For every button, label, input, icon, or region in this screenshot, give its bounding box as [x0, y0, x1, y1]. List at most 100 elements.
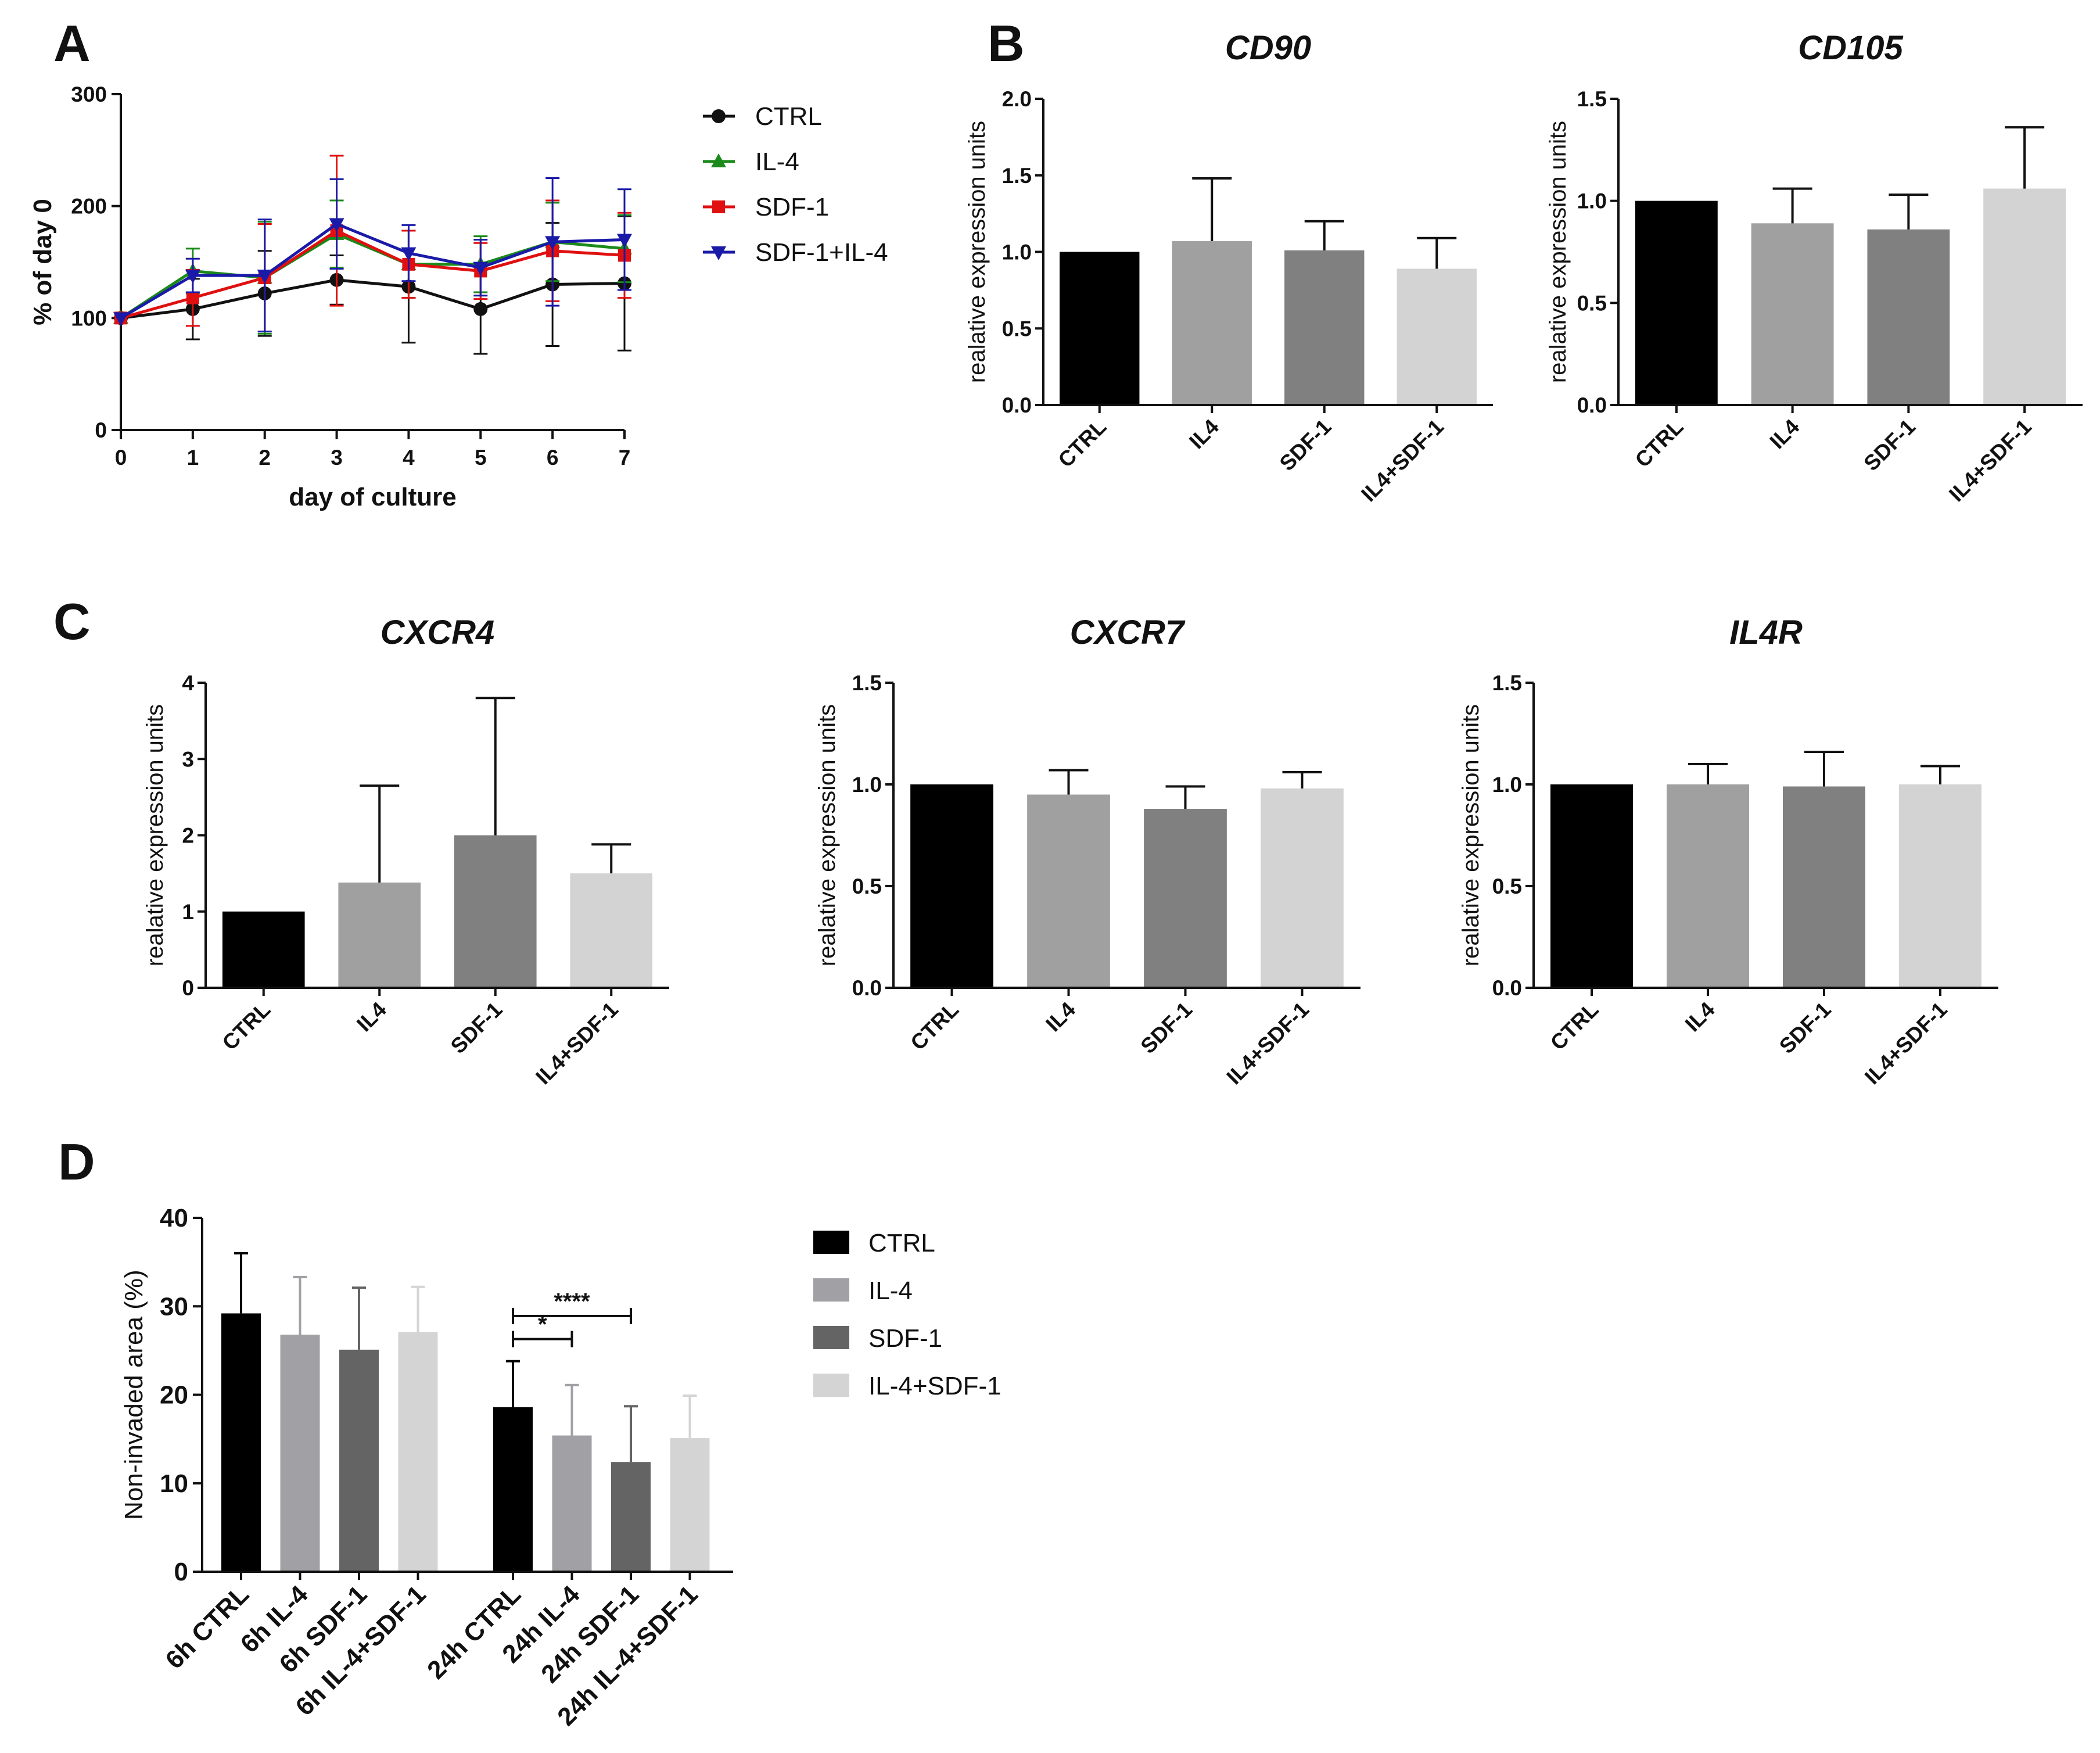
bar-il4 [1172, 241, 1252, 405]
bar-sdf-1 [1867, 229, 1950, 405]
bar-ctrl [1060, 252, 1140, 405]
bar-ctrl [1635, 200, 1718, 405]
bar-sdf-1 [454, 835, 537, 988]
y-tick-label: 1.5 [1492, 671, 1522, 695]
data-point [257, 270, 272, 284]
data-point [712, 109, 726, 123]
significance-label: **** [554, 1289, 590, 1314]
bar-sdf-1 [1144, 809, 1227, 988]
legend-label: CTRL [755, 102, 822, 131]
data-point [329, 218, 344, 232]
chart-a: 0 100 200 300 0 1 2 3 4 5 6 7 day of culture % of day… [28, 83, 888, 511]
y-tick-label: 0 [174, 1558, 188, 1586]
y-tick-label: 1 [182, 900, 194, 924]
legend-item-il-4: IL-4 [703, 148, 799, 176]
legend-item-ctrl: CTRL [703, 102, 822, 131]
y-tick-label: 20 [160, 1381, 188, 1410]
y-tick-label: 1.5 [1002, 164, 1032, 188]
y-tick-label: 200 [71, 195, 107, 218]
series-sdf-1-il-4 [113, 177, 632, 332]
bar-6h-il-4-sdf-1 [398, 1332, 438, 1572]
bar-24h-il-4-sdf-1 [670, 1438, 710, 1572]
bar-6h-il-4 [280, 1334, 320, 1572]
x-tick-label: 0 [115, 446, 127, 469]
bar-6h-ctrl [221, 1313, 261, 1572]
y-tick-label: 0.5 [1002, 317, 1032, 340]
data-point [712, 200, 725, 213]
y-axis-label: % of day 0 [28, 199, 57, 325]
legend-swatch [813, 1326, 849, 1349]
y-tick-label: 4 [182, 671, 194, 695]
y-axis-label: Non-invaded area (%) [120, 1270, 148, 1519]
series-line [120, 222, 625, 320]
data-point [186, 291, 199, 304]
legend-label: SDF-1 [755, 193, 829, 221]
y-tick-label: 3 [182, 747, 194, 771]
bar-sdf-1 [1284, 250, 1365, 405]
y-tick-label: 0.5 [1577, 291, 1607, 315]
chart-title: CXCR4 [380, 614, 495, 651]
legend-item-ctrl: CTRL [813, 1229, 935, 1257]
data-point [545, 236, 561, 250]
legend-label: SDF-1 [868, 1324, 942, 1353]
legend-item-il-4: IL-4 [813, 1277, 913, 1305]
y-tick-label: 0.0 [1492, 976, 1522, 1000]
y-tick-label: 1.5 [852, 671, 882, 695]
data-point [473, 302, 488, 316]
bar-24h-il-4 [552, 1435, 592, 1572]
y-tick-label: 30 [160, 1292, 188, 1321]
x-tick-label: 2 [259, 446, 271, 469]
x-tick-label: 6 [547, 446, 559, 469]
y-tick-label: 1.0 [1577, 189, 1607, 213]
bar-il4 [1027, 794, 1110, 988]
y-tick-label: 1.0 [852, 773, 882, 797]
chart-title: CXCR7 [1070, 614, 1186, 651]
y-tick-label: 0.5 [852, 874, 882, 898]
panel-letter-a: A [53, 15, 91, 72]
y-tick-label: 0 [182, 976, 194, 1000]
bar-il4 [338, 882, 421, 988]
y-tick-label: 0.0 [1577, 393, 1607, 417]
bar-ctrl [222, 911, 305, 988]
x-tick-label: 4 [403, 446, 415, 469]
y-tick-label: 1.0 [1492, 773, 1522, 797]
y-axis-label: realative expression units [964, 121, 990, 383]
y-tick-label: 0.0 [852, 976, 882, 1000]
y-tick-label: 0.0 [1002, 393, 1032, 417]
panel-letter-d: D [58, 1133, 95, 1191]
legend-swatch [813, 1231, 849, 1254]
x-tick-label: 7 [619, 446, 631, 469]
y-tick-label: 40 [160, 1204, 188, 1232]
data-point [185, 270, 200, 284]
y-tick-label: 0.5 [1492, 874, 1522, 898]
legend-swatch [813, 1374, 849, 1397]
significance-label: * [538, 1312, 547, 1338]
legend-item-sdf-1: SDF-1 [813, 1324, 942, 1353]
legend-label: IL-4+SDF-1 [868, 1372, 1001, 1400]
bar-il4-sdf-1 [570, 873, 653, 988]
chart-title: IL4R [1729, 614, 1803, 651]
chart-title: CD105 [1798, 29, 1903, 67]
data-point [617, 234, 632, 248]
panel-letter-c: C [53, 593, 91, 650]
y-tick-label: 0 [95, 418, 107, 442]
y-axis-label: realative expression units [1545, 121, 1571, 383]
y-axis-label: realative expression units [1458, 704, 1484, 966]
data-point [711, 153, 726, 167]
bar-6h-sdf-1 [339, 1349, 379, 1572]
x-axis-label: day of culture [289, 483, 457, 511]
legend-label: IL-4 [868, 1277, 913, 1305]
y-tick-label: 300 [71, 83, 107, 106]
legend-label: SDF-1+IL-4 [755, 238, 888, 267]
x-tick-label: 1 [187, 446, 199, 469]
bar-il4-sdf-1 [1899, 784, 1981, 988]
bar-il4 [1751, 223, 1834, 405]
bar-il4-sdf-1 [1397, 268, 1477, 405]
y-axis-label: realative expression units [814, 704, 840, 966]
panel-letter-b: B [988, 15, 1025, 72]
bar-sdf-1 [1783, 786, 1865, 988]
bar-ctrl [910, 784, 993, 988]
data-point [401, 247, 417, 261]
series-line [120, 278, 625, 320]
